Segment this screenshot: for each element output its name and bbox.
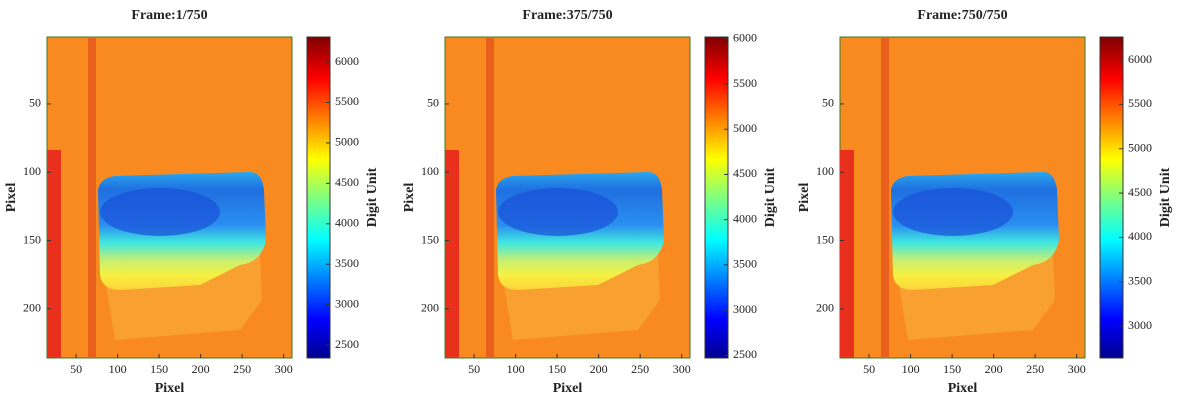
x-tick-label: 250 [233,362,251,376]
background-strip [881,37,889,358]
y-axis-label: Pixel [797,183,812,213]
colorbar-tick-label: 3500 [335,256,359,270]
y-tick-label: 200 [816,301,834,315]
y-tick-label: 50 [29,96,41,110]
colorbar-tick-label: 5500 [733,76,757,90]
cold-spot [498,188,618,236]
colorbar-label: Digit Unit [365,167,380,227]
x-tick-label: 100 [902,362,920,376]
x-tick-label: 150 [150,362,168,376]
colorbar-label: Digit Unit [1158,167,1173,227]
colorbar-tick-label: 5500 [335,94,359,108]
y-axis-label: Pixel [402,183,417,213]
colorbar-tick-label: 3000 [335,296,359,310]
y-tick-label: 200 [23,301,41,315]
y-tick-label: 100 [23,164,41,178]
colorbar-tick-label: 2500 [335,337,359,351]
panel-title: Frame:750/750 [917,8,1007,23]
colorbar-tick-label: 5000 [335,135,359,149]
colorbar-tick-label: 4000 [1128,229,1152,243]
x-axis-label: Pixel [155,381,185,396]
x-tick-label: 50 [468,362,480,376]
background-strip [486,37,494,358]
colorbar-tick-label: 3000 [733,302,757,316]
x-axis-label: Pixel [553,381,583,396]
x-tick-label: 300 [673,362,691,376]
x-tick-label: 100 [109,362,127,376]
x-tick-label: 250 [631,362,649,376]
y-tick-label: 50 [822,96,834,110]
colorbar [306,36,331,359]
colorbar-tick-label: 3000 [1128,318,1152,332]
y-axis-label: Pixel [4,183,19,213]
x-tick-label: 50 [70,362,82,376]
y-tick-label: 100 [421,164,439,178]
colorbar-tick-label: 5000 [1128,140,1152,154]
colorbar-tick-label: 4500 [1128,185,1152,199]
x-tick-label: 50 [863,362,875,376]
colorbar-tick-label: 4000 [733,211,757,225]
panel: 50 100 150 200 250 300 50 100 150 200 3000 3500 4000… [797,8,1173,396]
colorbar-tick-label: 6000 [1128,52,1152,66]
y-tick-label: 100 [816,164,834,178]
colorbar [1099,36,1124,359]
y-tick-label: 150 [23,232,41,246]
x-tick-label: 150 [548,362,566,376]
colorbar-label: Digit Unit [763,167,778,227]
x-tick-label: 100 [507,362,525,376]
colorbar-tick-label: 2500 [733,347,757,361]
colorbar [704,36,729,359]
x-tick-label: 200 [192,362,210,376]
x-tick-label: 200 [985,362,1003,376]
x-tick-label: 200 [590,362,608,376]
panel: 50 100 150 200 250 300 50 100 150 200 2500 3000 3500… [4,8,380,396]
colorbar-tick-label: 5000 [733,121,757,135]
background-strip [445,150,459,358]
cold-spot [100,188,220,236]
colorbar-tick-label: 6000 [335,54,359,68]
colorbar-tick-label: 3500 [733,257,757,271]
colorbar-tick-label: 3500 [1128,273,1152,287]
colorbar-tick-label: 4500 [335,175,359,189]
x-tick-label: 150 [943,362,961,376]
colorbar-tick-label: 4000 [335,216,359,230]
background-strip [47,150,61,358]
colorbar-tick-label: 5500 [1128,96,1152,110]
x-tick-label: 300 [1068,362,1086,376]
y-tick-label: 150 [816,232,834,246]
panel-title: Frame:1/750 [131,8,207,23]
colorbar-tick-label: 6000 [733,31,757,45]
background-strip [840,150,854,358]
y-tick-label: 50 [427,96,439,110]
x-axis-label: Pixel [948,381,978,396]
y-tick-label: 200 [421,301,439,315]
x-tick-label: 300 [275,362,293,376]
panel: 50 100 150 200 250 300 50 100 150 200 2500 3000 3500… [402,8,778,396]
x-tick-label: 250 [1026,362,1044,376]
background-strip [88,37,96,358]
y-tick-label: 150 [421,232,439,246]
colorbar-tick-label: 4500 [733,166,757,180]
panel-title: Frame:375/750 [522,8,612,23]
cold-spot [893,188,1013,236]
